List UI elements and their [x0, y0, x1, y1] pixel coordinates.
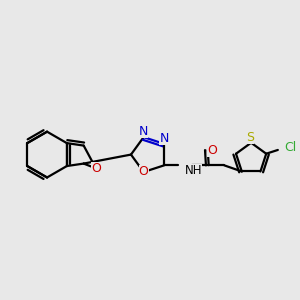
- Text: O: O: [207, 144, 217, 157]
- Text: O: O: [91, 162, 101, 176]
- Text: O: O: [139, 166, 148, 178]
- Text: N: N: [159, 132, 169, 145]
- Text: NH: NH: [184, 164, 202, 177]
- Text: Cl: Cl: [284, 140, 296, 154]
- Text: S: S: [246, 131, 254, 144]
- Text: N: N: [139, 125, 148, 138]
